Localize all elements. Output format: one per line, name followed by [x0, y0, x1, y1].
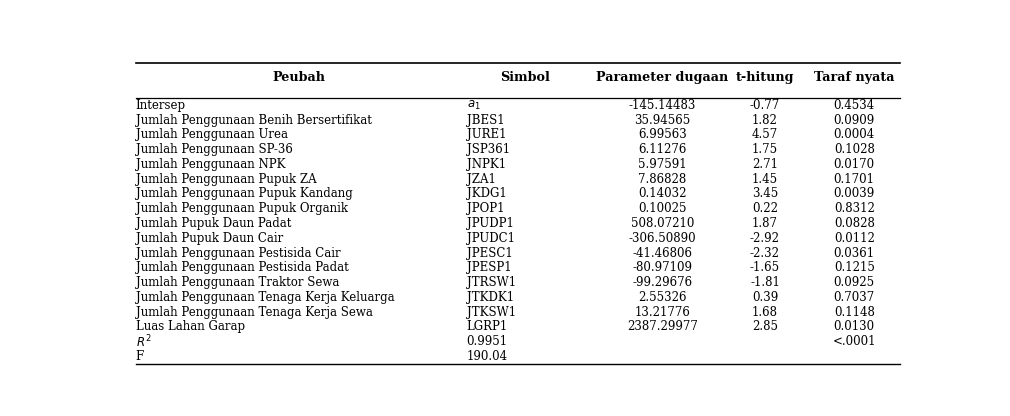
Text: -2.32: -2.32 [750, 247, 780, 260]
Text: 0.0130: 0.0130 [833, 320, 875, 333]
Text: -1.81: -1.81 [750, 276, 780, 289]
Text: Jumlah Penggunaan Tenaga Kerja Keluarga: Jumlah Penggunaan Tenaga Kerja Keluarga [135, 291, 394, 304]
Text: JPOP1: JPOP1 [467, 202, 504, 215]
Text: Peubah: Peubah [272, 71, 325, 84]
Text: Jumlah Penggunaan Pupuk ZA: Jumlah Penggunaan Pupuk ZA [135, 173, 316, 186]
Text: -306.50890: -306.50890 [628, 232, 696, 245]
Text: 0.0004: 0.0004 [833, 129, 875, 141]
Text: Jumlah Penggunaan Pupuk Kandang: Jumlah Penggunaan Pupuk Kandang [135, 188, 352, 201]
Text: Jumlah Penggunaan NPK: Jumlah Penggunaan NPK [135, 158, 285, 171]
Text: 0.0925: 0.0925 [833, 276, 875, 289]
Text: 1.68: 1.68 [752, 306, 778, 319]
Text: 6.11276: 6.11276 [638, 143, 687, 156]
Text: 0.0909: 0.0909 [833, 114, 875, 126]
Text: Jumlah Penggunaan Benih Bersertifikat: Jumlah Penggunaan Benih Bersertifikat [135, 114, 372, 126]
Text: LGRP1: LGRP1 [467, 320, 508, 333]
Text: Jumlah Penggunaan Pestisida Padat: Jumlah Penggunaan Pestisida Padat [135, 261, 348, 274]
Text: JPESC1: JPESC1 [467, 247, 512, 260]
Text: -1.65: -1.65 [749, 261, 780, 274]
Text: 0.39: 0.39 [751, 291, 778, 304]
Text: Jumlah Pupuk Daun Cair: Jumlah Pupuk Daun Cair [135, 232, 283, 245]
Text: F: F [135, 350, 143, 363]
Text: 0.0361: 0.0361 [833, 247, 875, 260]
Text: 0.7037: 0.7037 [833, 291, 875, 304]
Text: -41.46806: -41.46806 [632, 247, 693, 260]
Text: 1.45: 1.45 [751, 173, 778, 186]
Text: -0.77: -0.77 [749, 99, 780, 112]
Text: 2.55326: 2.55326 [638, 291, 687, 304]
Text: 0.9951: 0.9951 [467, 335, 508, 348]
Text: JKDG1: JKDG1 [467, 188, 506, 201]
Text: Jumlah Penggunaan SP-36: Jumlah Penggunaan SP-36 [135, 143, 293, 156]
Text: 1.82: 1.82 [752, 114, 778, 126]
Text: 0.0112: 0.0112 [834, 232, 875, 245]
Text: <.0001: <.0001 [832, 335, 876, 348]
Text: Simbol: Simbol [501, 71, 550, 84]
Text: Jumlah Pupuk Daun Padat: Jumlah Pupuk Daun Padat [135, 217, 291, 230]
Text: JURE1: JURE1 [467, 129, 506, 141]
Text: JPESP1: JPESP1 [467, 261, 511, 274]
Text: 13.21776: 13.21776 [634, 306, 691, 319]
Text: 2.71: 2.71 [752, 158, 778, 171]
Text: Jumlah Penggunaan Tenaga Kerja Sewa: Jumlah Penggunaan Tenaga Kerja Sewa [135, 306, 373, 319]
Text: Jumlah Penggunaan Pestisida Cair: Jumlah Penggunaan Pestisida Cair [135, 247, 340, 260]
Text: 3.45: 3.45 [751, 188, 778, 201]
Text: -2.92: -2.92 [750, 232, 780, 245]
Text: -80.97109: -80.97109 [632, 261, 693, 274]
Text: $R^2$: $R^2$ [135, 333, 152, 350]
Text: $a_1$: $a_1$ [467, 99, 481, 112]
Text: Luas Lahan Garap: Luas Lahan Garap [135, 320, 244, 333]
Text: Parameter dugaan: Parameter dugaan [596, 71, 728, 84]
Text: 1.87: 1.87 [752, 217, 778, 230]
Text: 35.94565: 35.94565 [634, 114, 691, 126]
Text: JPUDC1: JPUDC1 [467, 232, 515, 245]
Text: 0.0828: 0.0828 [834, 217, 875, 230]
Text: 0.10025: 0.10025 [638, 202, 687, 215]
Text: 0.4534: 0.4534 [833, 99, 875, 112]
Text: JZA1: JZA1 [467, 173, 496, 186]
Text: 0.14032: 0.14032 [638, 188, 687, 201]
Text: 190.04: 190.04 [467, 350, 508, 363]
Text: 2387.29977: 2387.29977 [627, 320, 698, 333]
Text: 2.85: 2.85 [752, 320, 778, 333]
Text: Jumlah Penggunaan Traktor Sewa: Jumlah Penggunaan Traktor Sewa [135, 276, 339, 289]
Text: 0.0039: 0.0039 [833, 188, 875, 201]
Text: Taraf nyata: Taraf nyata [814, 71, 895, 84]
Text: 7.86828: 7.86828 [638, 173, 687, 186]
Text: JBES1: JBES1 [467, 114, 504, 126]
Text: 4.57: 4.57 [751, 129, 778, 141]
Text: -145.14483: -145.14483 [629, 99, 696, 112]
Text: 5.97591: 5.97591 [638, 158, 687, 171]
Text: JSP361: JSP361 [467, 143, 510, 156]
Text: 0.0170: 0.0170 [833, 158, 875, 171]
Text: 508.07210: 508.07210 [631, 217, 694, 230]
Text: JTKSW1: JTKSW1 [467, 306, 516, 319]
Text: 1.75: 1.75 [751, 143, 778, 156]
Text: JTKDK1: JTKDK1 [467, 291, 514, 304]
Text: JNPK1: JNPK1 [467, 158, 506, 171]
Text: t-hitung: t-hitung [735, 71, 794, 84]
Text: JPUDP1: JPUDP1 [467, 217, 514, 230]
Text: -99.29676: -99.29676 [632, 276, 693, 289]
Text: 0.1215: 0.1215 [834, 261, 875, 274]
Text: JTRSW1: JTRSW1 [467, 276, 516, 289]
Text: 0.1701: 0.1701 [833, 173, 875, 186]
Text: 0.8312: 0.8312 [834, 202, 875, 215]
Text: Jumlah Penggunaan Pupuk Organik: Jumlah Penggunaan Pupuk Organik [135, 202, 347, 215]
Text: 0.1148: 0.1148 [834, 306, 875, 319]
Text: 0.1028: 0.1028 [834, 143, 875, 156]
Text: Jumlah Penggunaan Urea: Jumlah Penggunaan Urea [135, 129, 288, 141]
Text: 6.99563: 6.99563 [638, 129, 687, 141]
Text: Intersep: Intersep [135, 99, 186, 112]
Text: 0.22: 0.22 [752, 202, 778, 215]
